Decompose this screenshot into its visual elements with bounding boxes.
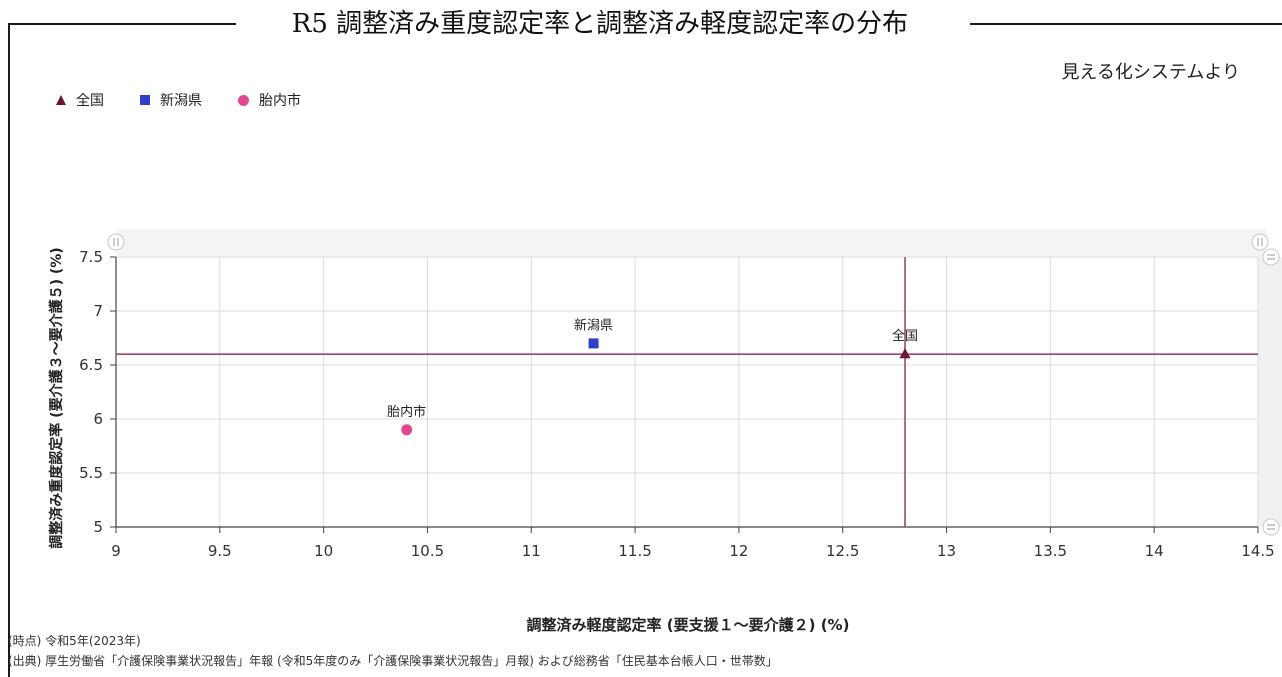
legend-label: 胎内市 [259, 93, 301, 109]
circle-icon [238, 94, 249, 106]
x-axis-label: 調整済み軽度認定率 (要支援１～要介護２) (%) [526, 616, 850, 634]
x-tick-label: 10 [314, 542, 333, 560]
x-tick-label: 12.5 [826, 542, 859, 560]
plot-header-band [116, 229, 1266, 257]
scroll-handle-left-icon[interactable] [107, 233, 125, 251]
x-tick-label: 12 [729, 542, 748, 560]
frame-top-right [970, 23, 1282, 25]
y-tick-label: 5.5 [79, 464, 103, 482]
x-tick-label: 9 [111, 542, 121, 560]
x-tick-label: 14 [1145, 542, 1164, 560]
point-marker[interactable] [401, 424, 413, 436]
scroll-handle-bottom-icon[interactable] [1262, 518, 1280, 536]
legend-item-tainai[interactable]: 胎内市 [238, 90, 301, 110]
scroll-handle-right-icon[interactable] [1251, 233, 1269, 251]
point-marker[interactable] [899, 348, 911, 359]
x-tick-label: 9.5 [208, 542, 232, 560]
y-tick-label: 5 [93, 518, 103, 536]
point-marker[interactable] [588, 338, 599, 349]
point-label: 胎内市 [387, 404, 426, 420]
y-axis-label: 調整済み重度認定率 (要介護３～要介護５) (%) [49, 247, 65, 549]
y-tick-label: 7 [93, 302, 103, 320]
x-tick-label: 13 [937, 542, 956, 560]
legend-label: 全国 [76, 93, 104, 109]
y-tick-label: 6 [93, 410, 103, 428]
legend-item-national[interactable]: 全国 [56, 90, 104, 110]
point-label: 全国 [892, 328, 918, 344]
square-icon [140, 95, 150, 105]
y-tick-label: 6.5 [79, 356, 103, 374]
legend-label: 新潟県 [160, 93, 202, 109]
frame-left [8, 23, 10, 677]
x-tick-label: 14.5 [1241, 542, 1274, 560]
x-tick-label: 13.5 [1034, 542, 1067, 560]
y-tick-label: 7.5 [79, 248, 103, 266]
scroll-handle-top-icon[interactable] [1262, 248, 1280, 266]
frame-top-left [8, 23, 236, 25]
x-tick-label: 11.5 [618, 542, 651, 560]
triangle-icon [56, 95, 66, 105]
footnote-source: (出典) 厚生労働省「介護保険事業状況報告」年報 (令和5年度のみ「介護保険事業… [8, 654, 778, 668]
legend-item-niigata[interactable]: 新潟県 [140, 90, 202, 110]
point-label: 新潟県 [574, 317, 613, 333]
chart-title: R5 調整済み重度認定率と調整済み軽度認定率の分布 [291, 9, 909, 39]
footnote-time: (時点) 令和5年(2023年) [8, 634, 141, 648]
x-tick-label: 11 [522, 542, 541, 560]
scroll-track [1258, 257, 1282, 527]
x-tick-label: 10.5 [411, 542, 444, 560]
source-note: 見える化システムより [1061, 62, 1240, 83]
legend: 全国 新潟県 胎内市 [56, 90, 301, 110]
